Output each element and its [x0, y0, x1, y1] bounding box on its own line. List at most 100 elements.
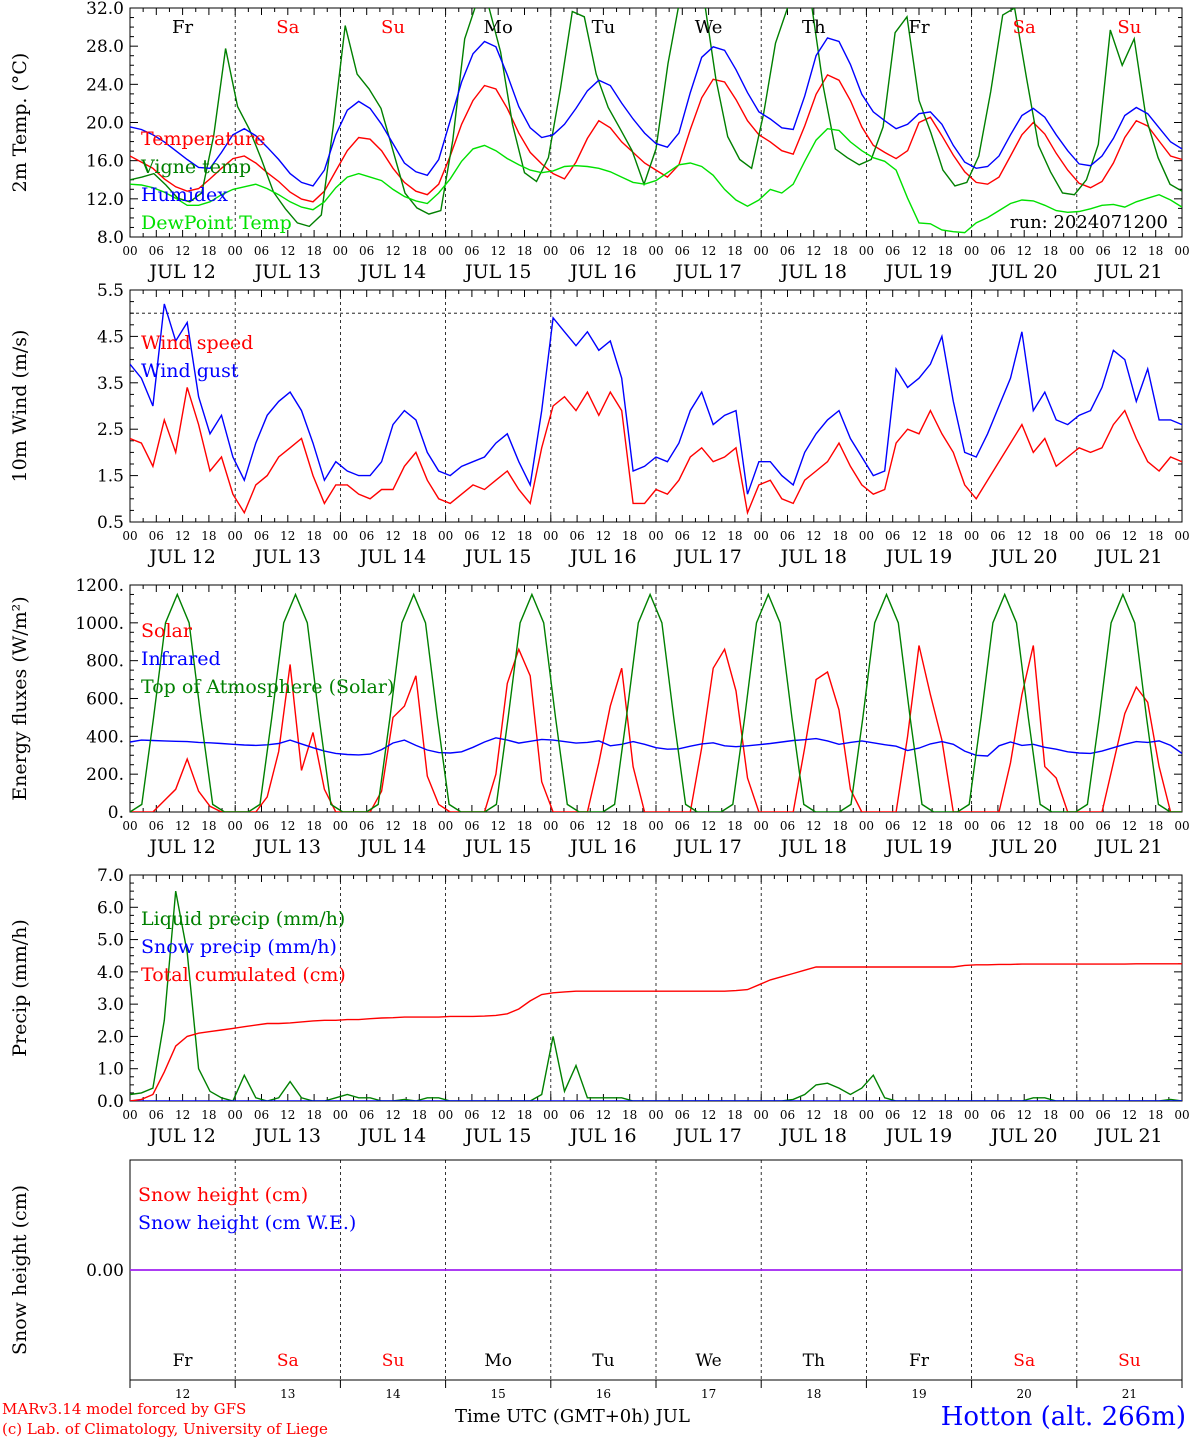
wind-hour-label: 18	[517, 529, 532, 543]
wind-date-label: JUL 20	[989, 546, 1057, 568]
precip-legend-2: Total cumulated (cm)	[141, 964, 346, 986]
energy-y-tick-label: 400.	[86, 727, 124, 747]
snow-day-number: 16	[596, 1387, 611, 1401]
energy-hour-label: 00	[122, 819, 137, 833]
temp-legend-3: DewPoint Temp	[141, 212, 292, 234]
precip-legend-1: Snow precip (mm/h)	[141, 936, 337, 958]
temp-date-label: JUL 12	[147, 261, 215, 283]
snow-dow-label: Su	[382, 1351, 405, 1371]
precip-hour-label: 18	[1148, 1108, 1163, 1122]
energy-hour-label: 12	[806, 819, 821, 833]
wind-hour-label: 12	[1122, 529, 1137, 543]
wind-y-tick-label: 2.5	[97, 420, 124, 440]
energy-date-label: JUL 12	[147, 836, 215, 858]
precip-y-tick-label: 1.0	[97, 1060, 124, 1080]
wind-date-label: JUL 15	[463, 546, 531, 568]
temp-hour-label: 06	[780, 244, 795, 258]
wind-hour-label: 00	[1174, 529, 1189, 543]
temp-dow-label: Sa	[276, 17, 299, 38]
run-label: run: 2024071200	[1010, 212, 1168, 233]
precip-hour-label: 00	[964, 1108, 979, 1122]
temp-y-tick-label: 8.0	[97, 228, 124, 248]
wind-date-label: JUL 14	[358, 546, 426, 568]
temp-hour-label: 12	[806, 244, 821, 258]
energy-hour-label: 06	[1095, 819, 1110, 833]
temp-hour-label: 00	[1174, 244, 1189, 258]
energy-hour-label: 18	[201, 819, 216, 833]
energy-hour-label: 06	[254, 819, 269, 833]
wind-hour-label: 00	[228, 529, 243, 543]
energy-hour-label: 00	[648, 819, 663, 833]
wind-hour-label: 18	[832, 529, 847, 543]
temp-hour-label: 06	[569, 244, 584, 258]
energy-y-tick-label: 1200.	[75, 576, 124, 596]
energy-hour-label: 18	[938, 819, 953, 833]
energy-hour-label: 12	[1122, 819, 1137, 833]
precip-hour-label: 18	[201, 1108, 216, 1122]
energy-hour-label: 12	[1017, 819, 1032, 833]
energy-date-label: JUL 13	[253, 836, 321, 858]
precip-hour-label: 18	[517, 1108, 532, 1122]
temp-hour-label: 00	[122, 244, 137, 258]
energy-date-label: JUL 16	[568, 836, 636, 858]
wind-series-1	[130, 303, 1182, 495]
temp-legend-2: Humidex	[141, 184, 228, 206]
precip-date-label: JUL 17	[673, 1125, 741, 1147]
snow-day-number: 12	[175, 1387, 190, 1401]
energy-hour-label: 18	[832, 819, 847, 833]
precip-hour-label: 18	[727, 1108, 742, 1122]
energy-hour-label: 00	[438, 819, 453, 833]
energy-series-0	[130, 645, 1182, 812]
precip-hour-label: 06	[569, 1108, 584, 1122]
wind-hour-label: 06	[675, 529, 690, 543]
precip-hour-label: 06	[885, 1108, 900, 1122]
snow-day-number: 15	[491, 1387, 506, 1401]
snow-dow-label: Tu	[592, 1351, 614, 1371]
energy-hour-label: 00	[859, 819, 874, 833]
energy-hour-label: 18	[1043, 819, 1058, 833]
temp-hour-label: 00	[1069, 244, 1084, 258]
precip-hour-label: 12	[806, 1108, 821, 1122]
energy-legend-0: Solar	[141, 620, 193, 642]
snow-y-tick-label: 0.00	[86, 1261, 124, 1281]
temp-date-label: JUL 21	[1094, 261, 1162, 283]
energy-date-label: JUL 20	[989, 836, 1057, 858]
wind-date-label: JUL 13	[253, 546, 321, 568]
precip-hour-label: 06	[464, 1108, 479, 1122]
temp-hour-label: 18	[832, 244, 847, 258]
energy-y-axis-title: Energy fluxes (W/m²)	[9, 596, 31, 800]
temp-date-label: JUL 15	[463, 261, 531, 283]
temp-date-label: JUL 14	[358, 261, 426, 283]
wind-hour-label: 06	[569, 529, 584, 543]
wind-hour-label: 18	[201, 529, 216, 543]
temp-hour-label: 18	[412, 244, 427, 258]
temp-y-tick-label: 32.0	[86, 0, 124, 19]
snow-day-number: 13	[280, 1387, 295, 1401]
precip-hour-label: 00	[122, 1108, 137, 1122]
precip-hour-label: 00	[1174, 1108, 1189, 1122]
precip-y-tick-label: 5.0	[97, 931, 124, 951]
wind-legend-1: Wind gust	[141, 360, 239, 382]
wind-hour-label: 06	[464, 529, 479, 543]
wind-date-label: JUL 12	[147, 546, 215, 568]
snow-day-number: 18	[806, 1387, 821, 1401]
wind-hour-label: 06	[780, 529, 795, 543]
temp-dow-label: Th	[802, 17, 826, 38]
wind-hour-label: 06	[149, 529, 164, 543]
precip-date-label: JUL 12	[147, 1125, 215, 1147]
temp-dow-label: Tu	[592, 17, 616, 38]
temp-hour-label: 00	[228, 244, 243, 258]
wind-hour-label: 06	[359, 529, 374, 543]
snow-dow-label: Sa	[1013, 1351, 1035, 1371]
wind-hour-label: 12	[491, 529, 506, 543]
precip-hour-label: 12	[911, 1108, 926, 1122]
temp-y-tick-label: 24.0	[86, 75, 124, 95]
energy-series-1	[130, 737, 1182, 757]
temp-date-label: JUL 17	[673, 261, 741, 283]
energy-date-label: JUL 14	[358, 836, 426, 858]
precip-hour-label: 12	[280, 1108, 295, 1122]
energy-hour-label: 12	[911, 819, 926, 833]
snow-day-number: 19	[911, 1387, 926, 1401]
wind-hour-label: 18	[412, 529, 427, 543]
